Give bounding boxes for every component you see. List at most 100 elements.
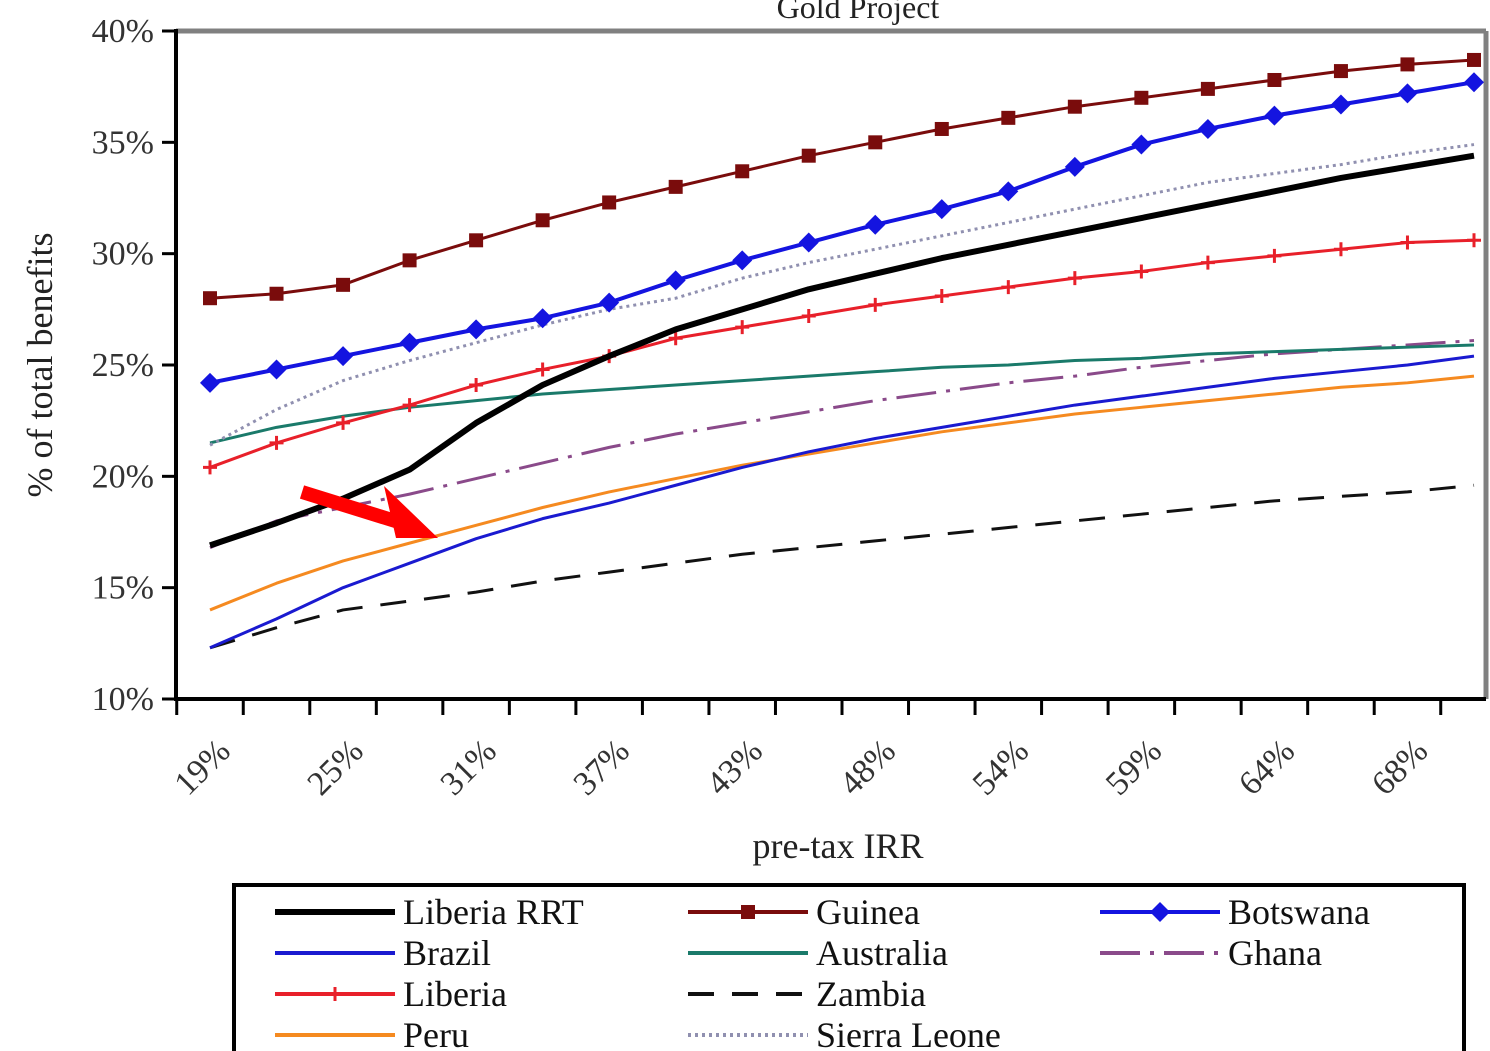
series-liberia-marker (1067, 271, 1082, 286)
series-botswana-marker (1397, 83, 1418, 104)
x-axis-ticks: 19% 25% 31% 37% 43% 48% 54% 59% 64% 68% (167, 699, 1443, 803)
legend-label-australia: Australia (816, 933, 948, 973)
y-tick-label: 30% (92, 236, 154, 273)
x-axis-title: pre-tax IRR (753, 826, 924, 866)
series-botswana-marker (532, 308, 553, 329)
series-botswana-marker (1064, 156, 1085, 177)
y-tick-label: 40% (92, 13, 154, 50)
series-botswana-marker (1330, 94, 1351, 115)
series-botswana-marker (333, 346, 354, 367)
series-guinea-marker (1134, 90, 1149, 105)
series-botswana-marker (732, 250, 753, 271)
series-line-botswana (209, 80, 1475, 385)
legend-label-liberia-rrt: Liberia RRT (403, 892, 584, 932)
series-guinea-marker (1067, 99, 1082, 114)
series-liberia-marker (801, 309, 816, 324)
series-line-brazil (209, 354, 1475, 650)
series-botswana (200, 72, 1484, 393)
legend-botswana-marker (1150, 902, 1170, 922)
series-liberia-marker (1267, 248, 1282, 263)
series-line-australia (209, 343, 1475, 445)
legend-item-liberia: Liberia (275, 974, 507, 1014)
series-guinea-marker (1001, 110, 1016, 125)
legend-label-peru: Peru (403, 1015, 469, 1051)
series-liberia-marker (1400, 235, 1415, 250)
legend-box (232, 883, 1466, 1051)
x-tick-label: 64% (1232, 732, 1302, 802)
series-guinea-marker (1400, 57, 1415, 72)
y-tick-label: 25% (92, 347, 154, 384)
arrow-head (384, 486, 438, 538)
series-guinea-marker (469, 233, 484, 248)
series-botswana-marker (1464, 72, 1484, 93)
series-liberia-marker (203, 460, 217, 475)
series-guinea-marker (668, 179, 683, 194)
series-line-guinea (209, 58, 1475, 300)
legend-label-liberia: Liberia (403, 974, 507, 1014)
series-liberia-marker (402, 398, 417, 413)
series-liberia-marker (1467, 233, 1481, 248)
series-liberia (203, 233, 1481, 475)
series-line-liberia (209, 238, 1475, 469)
annotation-arrow (299, 485, 438, 538)
series-liberia-marker (868, 297, 883, 312)
legend-item-liberia-rrt: Liberia RRT (275, 892, 584, 932)
series-guinea-marker (934, 121, 949, 136)
series-guinea-marker (203, 291, 217, 306)
legend-label-guinea: Guinea (816, 892, 920, 932)
series-liberia-marker (1333, 242, 1348, 257)
series-guinea-marker (868, 135, 883, 150)
x-tick-label: 68% (1365, 732, 1435, 802)
series-botswana-marker (865, 214, 886, 235)
annotation-layer (299, 485, 438, 538)
legend-label-ghana: Ghana (1228, 933, 1322, 973)
legend-label-brazil: Brazil (403, 933, 491, 973)
series-guinea-marker (1333, 64, 1348, 79)
series-guinea-marker (336, 277, 351, 292)
series-guinea-marker (535, 213, 550, 228)
x-tick-label: 25% (301, 732, 371, 802)
series-liberia-marker (469, 378, 484, 393)
series-guinea-marker (1200, 81, 1215, 96)
series-botswana-marker (1197, 118, 1218, 139)
legend-item-sierra-leone: Sierra Leone (688, 1015, 1001, 1051)
series-botswana-marker (1131, 134, 1152, 155)
y-tick-label: 35% (92, 124, 154, 161)
series-botswana-marker (1264, 105, 1285, 126)
series-botswana-marker (931, 199, 952, 220)
arrow-shaft (299, 485, 411, 532)
series-guinea-marker (801, 148, 816, 163)
series-liberia-marker (934, 288, 949, 303)
y-axis-title: % of total benefits (20, 233, 60, 498)
series-liberia-rrt (209, 152, 1475, 549)
series-botswana-marker (665, 270, 686, 291)
series-guinea-marker (269, 286, 284, 301)
series-peru (209, 374, 1475, 612)
series-line-peru (209, 374, 1475, 612)
series-liberia-marker (535, 362, 550, 377)
series-layer (200, 52, 1484, 650)
legend-item-guinea: Guinea (688, 892, 920, 932)
x-tick-label: 54% (966, 732, 1036, 802)
legend-item-brazil: Brazil (275, 933, 491, 973)
series-zambia (209, 483, 1475, 650)
series-liberia-marker (1001, 280, 1016, 295)
chart-title: Gold Project (777, 0, 940, 25)
series-liberia-marker (336, 415, 351, 430)
legend-item-peru: Peru (275, 1015, 469, 1051)
series-guinea-marker (735, 164, 750, 179)
series-botswana-marker (998, 181, 1019, 202)
legend-label-botswana: Botswana (1228, 892, 1370, 932)
y-tick-label: 10% (92, 681, 154, 718)
series-line-ghana (209, 339, 1475, 549)
series-liberia-marker (668, 331, 683, 346)
y-axis-ticks: 10% 15% 20% 25% 30% 35% 40% (92, 13, 176, 718)
x-tick-label: 48% (833, 732, 903, 802)
x-tick-label: 43% (700, 732, 770, 802)
x-tick-label: 31% (434, 732, 504, 802)
series-australia (209, 343, 1475, 445)
legend-item-australia: Australia (688, 933, 948, 973)
series-liberia-marker (1200, 255, 1215, 270)
